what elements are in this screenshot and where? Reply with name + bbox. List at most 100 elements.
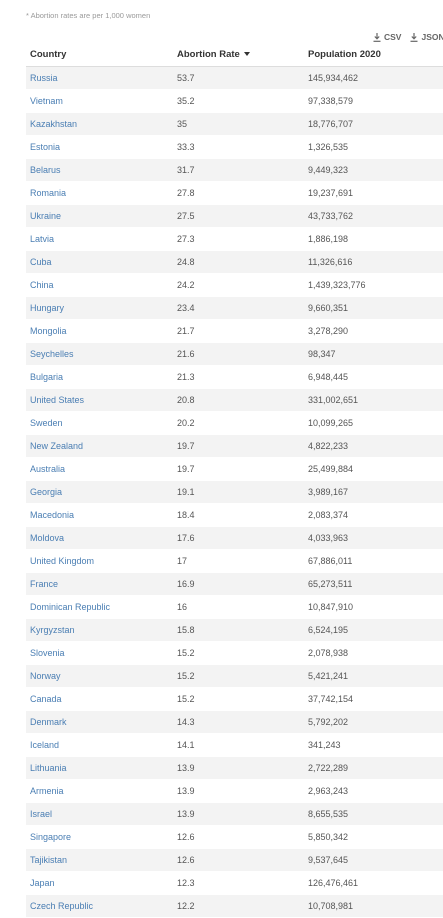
abortion-rate-cell: 19.7 xyxy=(173,457,304,481)
table-row: Bulgaria 21.3 6,948,445 xyxy=(26,365,443,389)
abortion-rate-cell: 12.6 xyxy=(173,825,304,849)
country-cell[interactable]: France xyxy=(26,572,173,596)
population-cell: 37,742,154 xyxy=(304,687,443,711)
country-cell[interactable]: Estonia xyxy=(26,135,173,159)
abortion-rate-cell: 13.9 xyxy=(173,779,304,803)
header-label: Abortion Rate xyxy=(177,49,240,60)
abortion-rate-cell: 35 xyxy=(173,112,304,136)
abortion-rate-cell: 15.2 xyxy=(173,687,304,711)
country-cell[interactable]: China xyxy=(26,273,173,297)
country-cell[interactable]: Lithuania xyxy=(26,756,173,780)
abortion-rate-cell: 13.9 xyxy=(173,756,304,780)
country-cell[interactable]: United Kingdom xyxy=(26,549,173,573)
population-cell: 9,449,323 xyxy=(304,158,443,182)
csv-label: CSV xyxy=(384,32,402,42)
country-cell[interactable]: Japan xyxy=(26,871,173,895)
population-column-header[interactable]: Population 2020 xyxy=(304,43,443,67)
country-cell[interactable]: Bulgaria xyxy=(26,365,173,389)
population-cell: 11,326,616 xyxy=(304,250,443,274)
table-row: Czech Republic 12.2 10,708,981 xyxy=(26,894,443,918)
country-column-header[interactable]: Country xyxy=(26,43,173,67)
population-cell: 10,099,265 xyxy=(304,411,443,435)
table-body: Russia 53.7 145,934,462 Vietnam 35.2 97,338,5… xyxy=(26,66,443,918)
country-cell[interactable]: Ukraine xyxy=(26,204,173,228)
country-cell[interactable]: Iceland xyxy=(26,733,173,757)
country-cell[interactable]: Kazakhstan xyxy=(26,112,173,136)
population-cell: 5,850,342 xyxy=(304,825,443,849)
abortion-rate-cell: 27.5 xyxy=(173,204,304,228)
population-cell: 97,338,579 xyxy=(304,89,443,113)
population-cell: 126,476,461 xyxy=(304,871,443,895)
country-cell[interactable]: Singapore xyxy=(26,825,173,849)
population-cell: 5,421,241 xyxy=(304,664,443,688)
country-cell[interactable]: Georgia xyxy=(26,480,173,504)
table-row: New Zealand 19.7 4,822,233 xyxy=(26,434,443,458)
country-cell[interactable]: Norway xyxy=(26,664,173,688)
country-cell[interactable]: Vietnam xyxy=(26,89,173,113)
country-cell[interactable]: Seychelles xyxy=(26,342,173,366)
country-cell[interactable]: Israel xyxy=(26,802,173,826)
abortion-rate-cell: 17 xyxy=(173,549,304,573)
population-cell: 6,948,445 xyxy=(304,365,443,389)
abortion-rate-cell: 53.7 xyxy=(173,66,304,90)
country-cell[interactable]: Dominican Republic xyxy=(26,595,173,619)
json-label: JSON xyxy=(421,32,443,42)
table-row: Japan 12.3 126,476,461 xyxy=(26,871,443,895)
country-cell[interactable]: Tajikistan xyxy=(26,848,173,872)
table-row: Latvia 27.3 1,886,198 xyxy=(26,227,443,251)
table-row: Belarus 31.7 9,449,323 xyxy=(26,158,443,182)
abortion-rate-cell: 14.1 xyxy=(173,733,304,757)
table-row: Mongolia 21.7 3,278,290 xyxy=(26,319,443,343)
population-cell: 3,278,290 xyxy=(304,319,443,343)
country-cell[interactable]: Hungary xyxy=(26,296,173,320)
table-row: Estonia 33.3 1,326,535 xyxy=(26,135,443,159)
country-cell[interactable]: Slovenia xyxy=(26,641,173,665)
population-cell: 19,237,691 xyxy=(304,181,443,205)
country-cell[interactable]: United States xyxy=(26,388,173,412)
csv-download-link[interactable]: CSV xyxy=(373,32,401,42)
country-cell[interactable]: Belarus xyxy=(26,158,173,182)
abortion-rate-cell: 18.4 xyxy=(173,503,304,527)
table-row: Macedonia 18.4 2,083,374 xyxy=(26,503,443,527)
country-cell[interactable]: Denmark xyxy=(26,710,173,734)
country-cell[interactable]: Romania xyxy=(26,181,173,205)
country-cell[interactable]: Sweden xyxy=(26,411,173,435)
country-cell[interactable]: Macedonia xyxy=(26,503,173,527)
footnote: * Abortion rates are per 1,000 women xyxy=(26,11,151,20)
table-row: Seychelles 21.6 98,347 xyxy=(26,342,443,366)
abortion-rate-cell: 21.6 xyxy=(173,342,304,366)
country-cell[interactable]: Czech Republic xyxy=(26,894,173,918)
table-row: Ukraine 27.5 43,733,762 xyxy=(26,204,443,228)
population-cell: 2,963,243 xyxy=(304,779,443,803)
table-row: China 24.2 1,439,323,776 xyxy=(26,273,443,297)
abortion-rate-column-header[interactable]: Abortion Rate xyxy=(173,43,304,67)
population-cell: 10,708,981 xyxy=(304,894,443,918)
country-cell[interactable]: Moldova xyxy=(26,526,173,550)
country-cell[interactable]: Russia xyxy=(26,66,173,90)
abortion-rate-cell: 12.3 xyxy=(173,871,304,895)
country-cell[interactable]: New Zealand xyxy=(26,434,173,458)
table-row: Iceland 14.1 341,243 xyxy=(26,733,443,757)
table-row: Israel 13.9 8,655,535 xyxy=(26,802,443,826)
population-cell: 25,499,884 xyxy=(304,457,443,481)
table-row: Lithuania 13.9 2,722,289 xyxy=(26,756,443,780)
population-cell: 1,439,323,776 xyxy=(304,273,443,297)
country-cell[interactable]: Canada xyxy=(26,687,173,711)
abortion-rate-cell: 21.7 xyxy=(173,319,304,343)
table-row: Sweden 20.2 10,099,265 xyxy=(26,411,443,435)
country-cell[interactable]: Cuba xyxy=(26,250,173,274)
table-row: Russia 53.7 145,934,462 xyxy=(26,66,443,90)
country-cell[interactable]: Australia xyxy=(26,457,173,481)
abortion-rate-cell: 31.7 xyxy=(173,158,304,182)
table-row: Vietnam 35.2 97,338,579 xyxy=(26,89,443,113)
population-cell: 6,524,195 xyxy=(304,618,443,642)
population-cell: 4,822,233 xyxy=(304,434,443,458)
abortion-rate-cell: 14.3 xyxy=(173,710,304,734)
table-row: Australia 19.7 25,499,884 xyxy=(26,457,443,481)
country-cell[interactable]: Mongolia xyxy=(26,319,173,343)
country-cell[interactable]: Armenia xyxy=(26,779,173,803)
country-cell[interactable]: Latvia xyxy=(26,227,173,251)
json-download-link[interactable]: JSON xyxy=(410,32,443,42)
population-cell: 8,655,535 xyxy=(304,802,443,826)
country-cell[interactable]: Kyrgyzstan xyxy=(26,618,173,642)
